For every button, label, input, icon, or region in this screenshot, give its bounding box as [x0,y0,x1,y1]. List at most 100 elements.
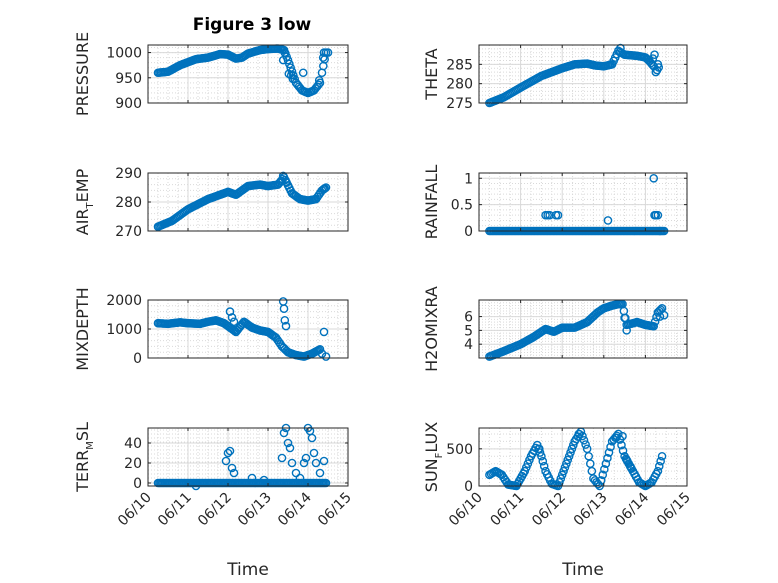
data-point [280,315,290,325]
data-point [318,53,328,62]
y-tick-label: 1000 [106,46,142,62]
data-point [319,327,329,337]
data-point [281,321,291,331]
data-point [321,352,331,361]
y-axis-label: AIRTEMP [73,168,96,235]
subplot-lower-left: 0 1000 2000 MIXDEPTH [73,287,349,371]
subplot-top-right: 275 280 285 THETA [422,43,688,112]
data-point [299,458,309,468]
data-point [617,440,626,450]
y-tick-label: 280 [115,195,142,211]
data-point [557,470,567,480]
data-point [280,48,290,57]
data-point [285,59,294,69]
data-point [315,468,325,478]
y-axis-label: MIXDEPTH [73,287,92,370]
axes-box [478,44,688,104]
subplot-bottom-left: 0 20 40 06/10 06/11 06/12 06/13 06/14 06/15 Time T… [73,422,355,580]
y-tick-label: 280 [446,77,473,93]
data-point [654,306,664,316]
y-tick-label: 0 [464,224,473,240]
data-point [311,458,321,468]
data-point [650,317,660,326]
y-tick-label: 40 [124,436,142,452]
data-point [579,435,589,445]
data-point [598,470,608,480]
axes-box [147,427,349,487]
data-point [315,344,325,354]
data-point [659,310,669,320]
data-point [225,307,235,316]
data-point [283,55,293,65]
data-point [567,444,577,454]
data-point [307,433,317,443]
data-point [279,428,289,438]
data-point [259,475,269,485]
subplot-middle-right: 0 0.5 1 RAINFALL [422,165,688,240]
data-point [653,466,663,476]
data-point [281,177,291,186]
data-point [314,76,324,85]
subplot-bottom-right: 0 500 06/10 06/11 06/12 06/13 06/14 06/15 Time SU… [422,422,694,580]
y-axis-label: THETA [422,48,441,100]
data-point [656,456,665,466]
subplot-lower-right: 456 H2OMIXRA [422,286,688,372]
data-point [309,448,319,458]
x-axis-label: Time [226,560,269,580]
data-point [603,216,613,225]
x-tick-label: 06/15 [654,490,694,530]
data-point [564,451,574,461]
data-point [562,459,571,468]
data-point [314,80,323,90]
data-point [535,448,545,457]
x-tick-label: 06/14 [612,489,652,529]
y-tick-label: 270 [115,224,142,240]
data-point [653,210,663,220]
data-point [227,463,237,473]
data-point [606,442,615,452]
data-point [622,326,631,335]
data-point [604,448,614,457]
data-point [657,451,667,461]
data-point [279,304,289,314]
x-axis-label: Time [561,560,604,580]
data-point [285,443,295,453]
data-point [295,473,305,483]
data-point [622,455,631,465]
x-tick-label: 06/15 [315,490,355,530]
data-point [556,474,566,483]
data-point [301,453,311,463]
x-tick-label: 06/12 [195,490,235,530]
data-point [559,466,568,476]
y-tick-label: 0.5 [451,198,473,214]
data-point [648,54,658,63]
data-point [566,448,575,457]
data-point [539,461,549,471]
data-point [229,468,239,478]
data-point [277,453,287,463]
y-tick-label: 0 [464,479,473,495]
data-point [654,63,664,72]
data-point [229,317,239,327]
data-point [319,456,329,466]
data-point [321,478,331,488]
y-tick-label: 2000 [106,293,142,309]
y-axis-label: H2OMIXRA [422,286,441,372]
data-point [319,184,329,194]
data-point [601,459,611,468]
y-tick-label: 6 [464,310,473,326]
data-point [649,173,659,183]
y-tick-label: 500 [446,442,473,458]
axes-box [478,172,688,232]
y-tick-label: 1000 [106,322,142,338]
x-tick-label: 06/13 [235,490,275,530]
x-tick-label: 06/14 [275,489,315,529]
data-point [223,448,233,458]
y-tick-label: 290 [115,166,142,182]
y-tick-label: 4 [464,337,473,353]
data-point [581,440,590,449]
data-point [655,312,665,321]
data-point [288,74,298,84]
